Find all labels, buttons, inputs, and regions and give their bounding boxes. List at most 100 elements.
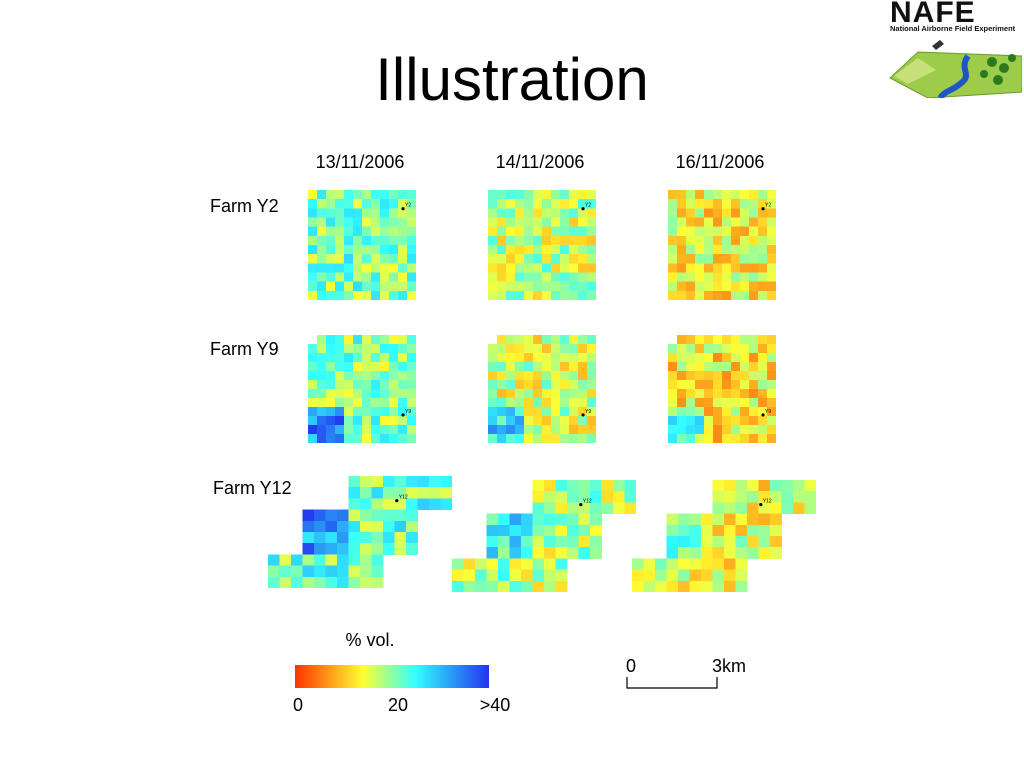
map-cell <box>560 290 570 300</box>
map-cell <box>749 344 759 354</box>
map-cell <box>344 272 354 283</box>
map-cell <box>371 416 381 426</box>
map-cell <box>475 569 487 582</box>
map-cell <box>380 335 390 345</box>
map-cell <box>668 290 678 300</box>
map-cell <box>362 208 372 218</box>
station-marker <box>579 503 583 507</box>
map-cell <box>371 520 384 533</box>
map-cell <box>380 254 390 264</box>
map-cell <box>542 272 552 283</box>
map-cell <box>569 290 579 300</box>
map-cell <box>704 226 714 237</box>
map-cell <box>344 226 354 237</box>
map-cell <box>497 344 507 354</box>
map-cell <box>325 554 338 567</box>
map-cell <box>488 398 498 408</box>
map-cell <box>542 263 552 273</box>
map-cell <box>740 344 750 354</box>
map-cell <box>371 208 381 218</box>
map-cell <box>380 407 390 417</box>
map-cell <box>569 362 579 372</box>
map-cell <box>488 290 498 300</box>
map-cell <box>686 254 696 264</box>
map-cell <box>643 558 656 571</box>
map-cell <box>407 263 416 273</box>
map-cell <box>578 513 591 526</box>
map-cell <box>335 226 345 237</box>
map-cell <box>326 380 336 390</box>
map-cell <box>521 536 533 548</box>
map-cell <box>689 580 702 592</box>
map-cell <box>686 353 696 363</box>
map-cell <box>713 245 723 255</box>
map-cell <box>497 245 507 255</box>
map-cell <box>348 487 361 499</box>
map-cell <box>731 416 741 426</box>
map-cell <box>695 263 705 273</box>
map-cell <box>560 380 570 390</box>
map-cell <box>731 226 741 237</box>
map-cell <box>749 226 759 237</box>
map-cell <box>551 254 561 264</box>
map-cell <box>380 416 390 426</box>
map-cell <box>686 235 696 246</box>
map-cell <box>326 362 336 372</box>
map-cell <box>678 524 690 537</box>
map-cell <box>767 272 776 283</box>
map-cell <box>560 190 570 200</box>
map-cell <box>724 491 736 503</box>
map-cell <box>770 513 782 526</box>
map-cell <box>704 281 714 292</box>
map-cell <box>486 547 499 559</box>
map-cell <box>569 208 579 218</box>
date-header-1: 13/11/2006 <box>315 152 405 172</box>
soil-moisture-map-y9-13nov: Y9 <box>308 335 416 443</box>
map-cell <box>532 491 545 503</box>
map-cell <box>701 513 713 526</box>
map-cell <box>497 235 507 246</box>
map-cell <box>704 362 714 372</box>
map-cell <box>506 235 516 246</box>
map-cell <box>569 235 579 246</box>
map-cell <box>590 491 602 503</box>
map-cell <box>335 371 345 381</box>
map-cell <box>555 558 568 571</box>
map-cell <box>668 263 678 273</box>
map-cell <box>407 434 416 443</box>
map-cell <box>506 208 516 218</box>
map-cell <box>314 554 326 567</box>
map-cell <box>578 190 588 200</box>
map-cell <box>524 353 534 363</box>
map-cell <box>747 547 759 559</box>
map-cell <box>337 565 349 578</box>
map-cell <box>749 199 759 209</box>
map-cell <box>497 272 507 283</box>
map-cell <box>632 580 644 592</box>
map-cell <box>380 190 390 200</box>
map-cell <box>524 272 534 283</box>
map-cell <box>380 434 390 443</box>
map-cell <box>497 226 507 237</box>
map-cell <box>317 254 327 264</box>
map-cell <box>488 416 498 426</box>
map-cell <box>569 380 579 390</box>
map-cell <box>394 487 407 499</box>
map-cell <box>578 407 588 417</box>
map-cell <box>533 425 543 435</box>
map-cell <box>569 190 579 200</box>
map-cell <box>515 380 525 390</box>
map-cell <box>371 226 381 237</box>
map-cell <box>668 434 678 443</box>
map-cell <box>804 491 816 503</box>
map-cell <box>731 235 741 246</box>
map-cell <box>380 226 390 237</box>
map-cell <box>326 425 336 435</box>
map-cell <box>677 434 687 443</box>
map-cell <box>722 434 732 443</box>
map-cell <box>731 335 741 345</box>
map-cell <box>701 580 713 592</box>
map-cell <box>740 272 750 283</box>
map-cell <box>362 416 372 426</box>
map-cell <box>578 480 591 492</box>
